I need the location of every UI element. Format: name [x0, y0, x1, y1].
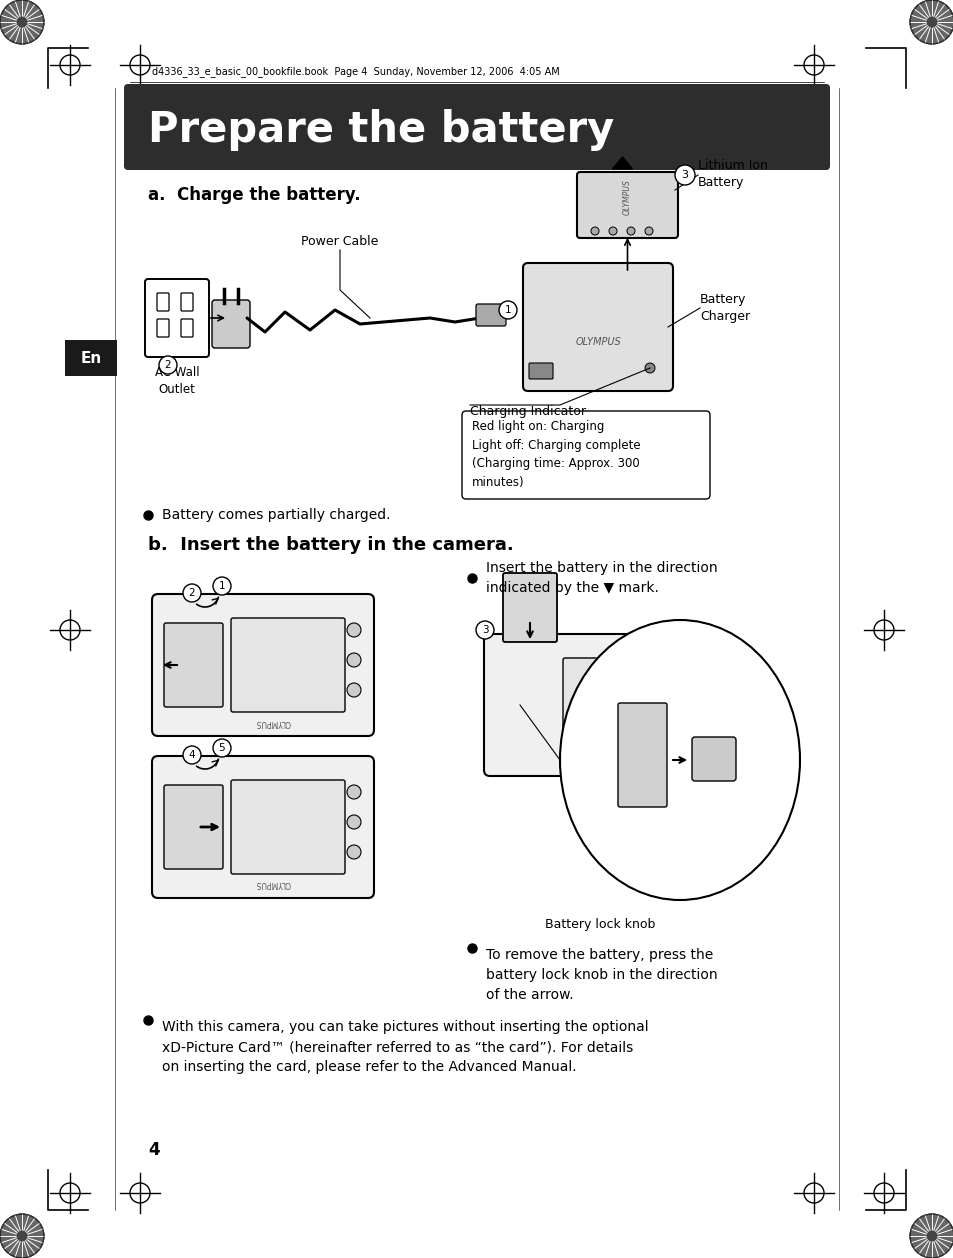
Circle shape	[909, 0, 953, 44]
Circle shape	[213, 738, 231, 757]
Text: 1: 1	[218, 581, 225, 591]
Text: Prepare the battery: Prepare the battery	[148, 109, 614, 151]
Text: a.  Charge the battery.: a. Charge the battery.	[148, 186, 360, 204]
Circle shape	[0, 0, 44, 44]
Text: Battery lock knob: Battery lock knob	[544, 918, 655, 931]
Circle shape	[498, 301, 517, 320]
FancyBboxPatch shape	[522, 263, 672, 391]
Circle shape	[590, 226, 598, 235]
Text: 3: 3	[680, 170, 688, 180]
Text: OLYMPUS: OLYMPUS	[622, 179, 631, 215]
FancyBboxPatch shape	[577, 172, 678, 238]
FancyBboxPatch shape	[212, 299, 250, 348]
Circle shape	[925, 16, 937, 28]
Circle shape	[347, 653, 360, 667]
FancyBboxPatch shape	[476, 304, 505, 326]
Text: Battery
Charger: Battery Charger	[700, 293, 749, 323]
Text: To remove the battery, press the
battery lock knob in the direction
of the arrow: To remove the battery, press the battery…	[485, 949, 717, 1003]
FancyBboxPatch shape	[164, 623, 223, 707]
Text: b.  Insert the battery in the camera.: b. Insert the battery in the camera.	[148, 536, 514, 554]
FancyBboxPatch shape	[181, 293, 193, 311]
FancyBboxPatch shape	[502, 572, 557, 642]
FancyBboxPatch shape	[529, 364, 553, 379]
FancyBboxPatch shape	[157, 293, 169, 311]
Text: Lithium Ion
Battery: Lithium Ion Battery	[698, 159, 767, 189]
Text: OLYMPUS: OLYMPUS	[255, 879, 291, 888]
FancyBboxPatch shape	[691, 737, 735, 781]
FancyBboxPatch shape	[618, 703, 666, 806]
Text: 5: 5	[218, 743, 225, 754]
Circle shape	[16, 1230, 28, 1242]
Circle shape	[608, 226, 617, 235]
Text: Charging Indicator: Charging Indicator	[470, 405, 585, 418]
FancyBboxPatch shape	[231, 780, 345, 874]
Circle shape	[347, 845, 360, 859]
Bar	[128, 88, 825, 166]
FancyBboxPatch shape	[145, 279, 209, 357]
Text: d4336_33_e_basic_00_bookfile.book  Page 4  Sunday, November 12, 2006  4:05 AM: d4336_33_e_basic_00_bookfile.book Page 4…	[152, 67, 559, 78]
Circle shape	[183, 746, 201, 764]
Circle shape	[909, 1214, 953, 1258]
Text: Insert the battery in the direction
indicated by the ▼ mark.: Insert the battery in the direction indi…	[485, 561, 717, 595]
FancyBboxPatch shape	[152, 594, 374, 736]
Text: Battery comes partially charged.: Battery comes partially charged.	[162, 508, 390, 522]
Text: 2: 2	[165, 360, 172, 370]
Circle shape	[626, 226, 635, 235]
Circle shape	[347, 815, 360, 829]
Circle shape	[16, 16, 28, 28]
FancyBboxPatch shape	[181, 320, 193, 337]
Circle shape	[0, 1214, 44, 1258]
Text: OLYMPUS: OLYMPUS	[255, 717, 291, 727]
FancyBboxPatch shape	[562, 658, 677, 752]
Circle shape	[347, 623, 360, 637]
Polygon shape	[612, 157, 632, 169]
Text: With this camera, you can take pictures without inserting the optional
xD-Pictur: With this camera, you can take pictures …	[162, 1020, 648, 1074]
FancyBboxPatch shape	[164, 785, 223, 869]
FancyBboxPatch shape	[461, 411, 709, 499]
Circle shape	[476, 621, 494, 639]
Text: Power Cable: Power Cable	[301, 235, 378, 248]
FancyBboxPatch shape	[231, 618, 345, 712]
Text: AC Wall
Outlet: AC Wall Outlet	[154, 366, 199, 396]
Circle shape	[644, 364, 655, 374]
Circle shape	[675, 165, 695, 185]
Circle shape	[213, 577, 231, 595]
Text: OLYMPUS: OLYMPUS	[587, 757, 622, 766]
Ellipse shape	[559, 620, 800, 899]
FancyBboxPatch shape	[152, 756, 374, 898]
Bar	[65, 340, 117, 376]
FancyBboxPatch shape	[483, 634, 705, 776]
Circle shape	[347, 785, 360, 799]
FancyBboxPatch shape	[157, 320, 169, 337]
Text: OLYMPUS: OLYMPUS	[575, 337, 620, 347]
Circle shape	[925, 1230, 937, 1242]
Text: 4: 4	[148, 1141, 159, 1159]
Circle shape	[644, 226, 652, 235]
FancyBboxPatch shape	[124, 84, 829, 170]
Text: En: En	[80, 351, 102, 366]
Text: 2: 2	[189, 587, 195, 598]
Text: Red light on: Charging
Light off: Charging complete
(Charging time: Approx. 300
: Red light on: Charging Light off: Chargi…	[472, 420, 640, 488]
Circle shape	[347, 683, 360, 697]
Text: 3: 3	[481, 625, 488, 635]
Circle shape	[183, 584, 201, 603]
Text: 1: 1	[504, 304, 511, 314]
Circle shape	[159, 356, 177, 374]
Text: 4: 4	[189, 750, 195, 760]
